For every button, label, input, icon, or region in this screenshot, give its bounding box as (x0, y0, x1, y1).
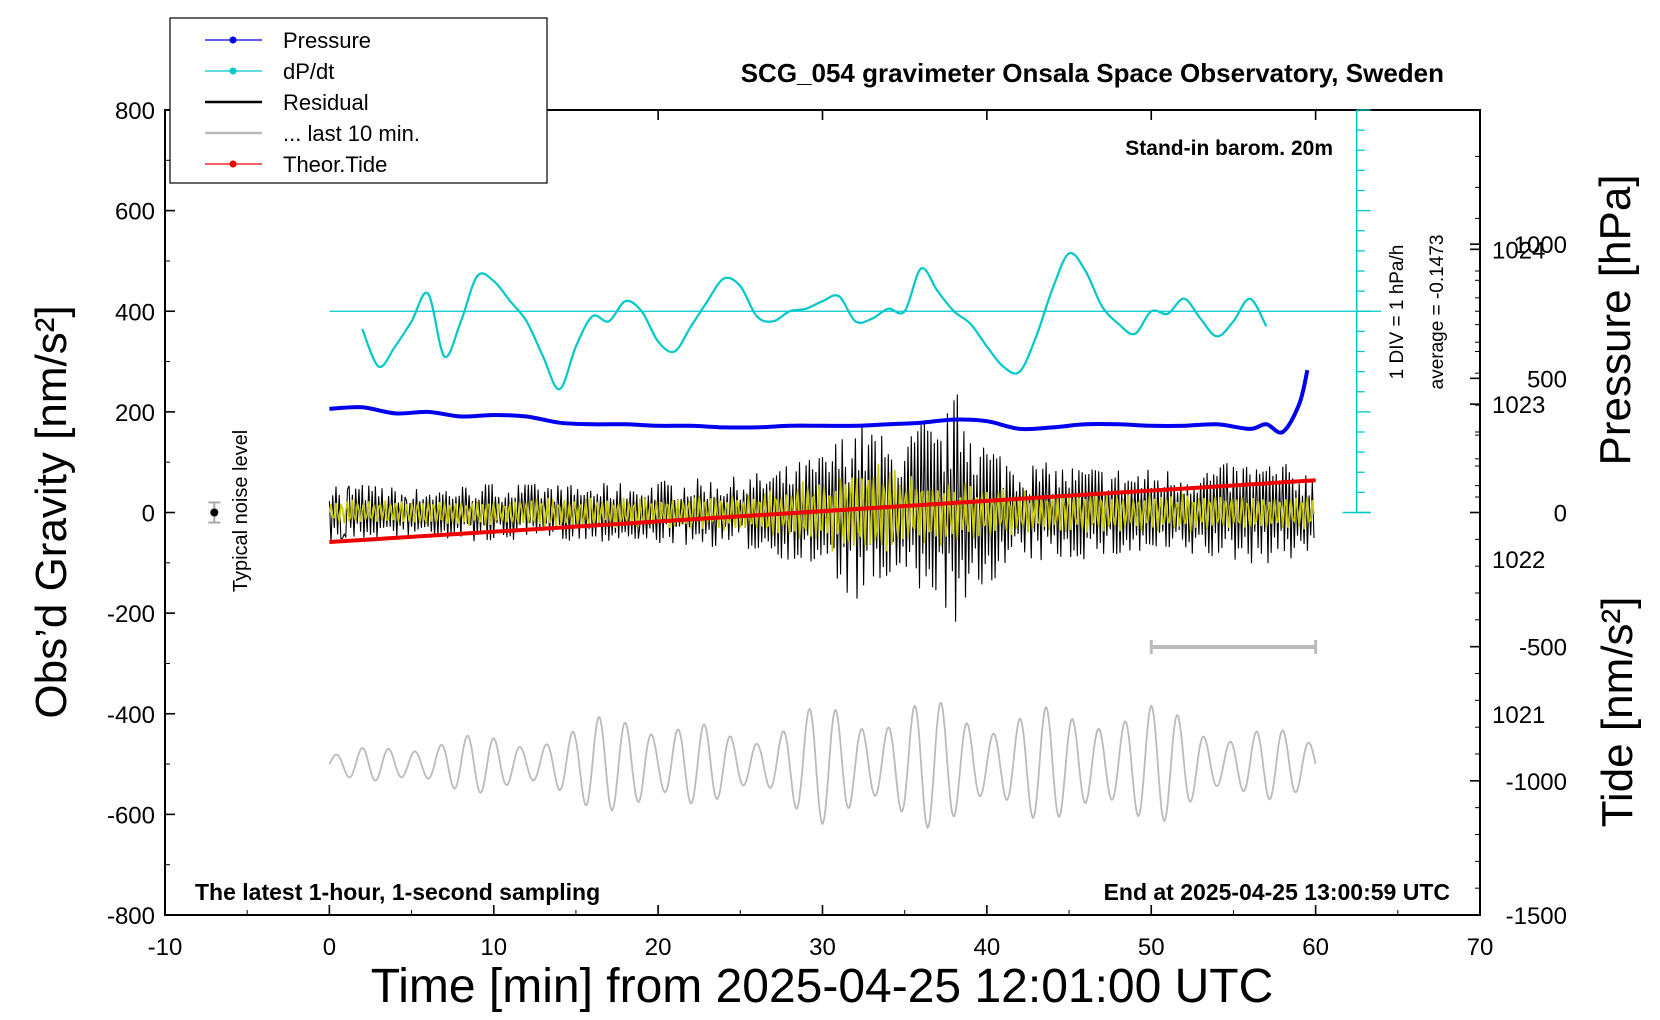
legend-label: Theor.Tide (283, 152, 387, 177)
noise-level-label: Typical noise level (230, 430, 252, 592)
x-tick-label: 0 (323, 934, 336, 961)
tide-tick-label: -500 (1519, 635, 1567, 662)
y-tick-label: 600 (115, 199, 155, 226)
y-tick-label: 0 (142, 501, 155, 528)
y-tick-label: 800 (115, 98, 155, 125)
pressure-tick-label: 1021 (1492, 702, 1545, 729)
y-tick-label: -800 (107, 903, 155, 930)
x-tick-label: 10 (480, 934, 507, 961)
pressure-tick-label: 1023 (1492, 392, 1545, 419)
y-axis-label-left: Obs’d Gravity [nm/s²] (27, 305, 76, 718)
tide-tick-label: -1000 (1506, 769, 1567, 796)
tide-tick-label: 500 (1527, 366, 1567, 393)
chart-title: SCG_054 gravimeter Onsala Space Observat… (741, 58, 1444, 88)
x-tick-label: 70 (1467, 934, 1494, 961)
pressure-tick-label: 1022 (1492, 547, 1545, 574)
legend-label: Pressure (283, 28, 371, 53)
tide-tick-label: 1000 (1514, 232, 1567, 259)
end-note: End at 2025-04-25 13:00:59 UTC (1104, 879, 1450, 905)
last10-trace (328, 701, 1317, 830)
pressure-tick-label: 1024 (1492, 237, 1545, 264)
y-axis-label-pressure: Pressure [hPa] (1591, 174, 1640, 465)
x-tick-label: -10 (148, 934, 183, 961)
legend-label: ... last 10 min. (283, 121, 420, 146)
y-tick-label: -400 (107, 702, 155, 729)
residual-trace (328, 394, 1315, 622)
legend-marker (229, 67, 237, 75)
window-note: The latest 1-hour, 1-second sampling (195, 879, 600, 905)
dpdt-line (361, 251, 1268, 391)
residual-filtered-trace (328, 463, 1315, 552)
x-tick-label: 30 (809, 934, 836, 961)
tide-tick-label: 0 (1554, 501, 1567, 528)
dpdt-scale-label: 1 DIV = 1 hPa/h (1387, 245, 1408, 380)
legend: Pressure dP/dt Residual ... last 10 min. The… (169, 17, 548, 184)
y-tick-label: 200 (115, 400, 155, 427)
x-tick-label: 50 (1138, 934, 1165, 961)
y-tick-label: -200 (107, 601, 155, 628)
station-note: Stand-in barom. 20m (1125, 137, 1333, 160)
dpdt-average-label: average = -0.1473 (1427, 235, 1448, 390)
legend-label: Residual (283, 90, 369, 115)
pressure-line (329, 369, 1310, 435)
y-tick-label: -600 (107, 802, 155, 829)
theor-tide-line (329, 478, 1316, 545)
legend-marker (229, 36, 237, 44)
noise-marker-point (210, 508, 219, 517)
x-tick-label: 60 (1302, 934, 1329, 961)
legend-box (169, 17, 548, 184)
legend-label: dP/dt (283, 59, 334, 84)
y-axis-label-tide: Tide [nm/s²] (1593, 597, 1642, 828)
tide-tick-label: -1500 (1506, 903, 1567, 930)
legend-marker (229, 160, 237, 168)
x-tick-label: 40 (974, 934, 1001, 961)
y-tick-label: 400 (115, 299, 155, 326)
x-tick-label: 20 (645, 934, 672, 961)
x-axis-label: Time [min] from 2025-04-25 12:01:00 UTC (371, 960, 1274, 1013)
